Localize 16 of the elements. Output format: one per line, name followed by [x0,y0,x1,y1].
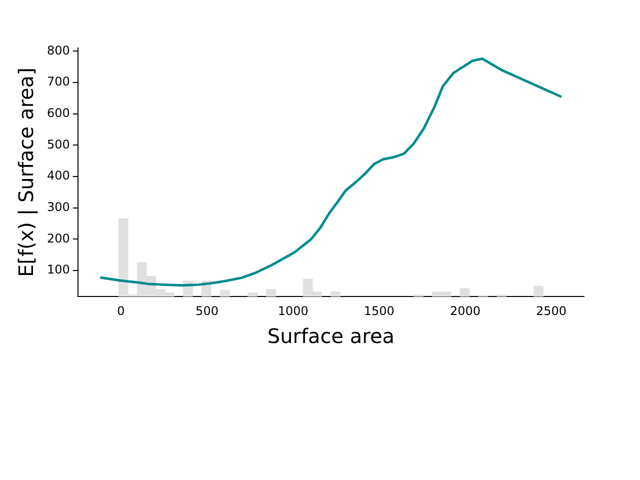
y-tick-label: 400 [47,168,70,183]
y-tick-label: 500 [47,137,70,152]
y-tick-label: 200 [47,231,70,246]
y-tick-label: 300 [47,200,70,214]
x-tick-label: 1500 [364,304,394,318]
x-tick-label: 500 [196,304,218,318]
x-tick-label: 2000 [450,304,480,318]
x-tick-label: 0 [117,304,125,318]
y-axis-title: E[f(x) | Surface area] [14,68,38,277]
y-tick-label: 600 [47,106,70,120]
y-tick-label: 700 [47,74,70,89]
x-axis-title: Surface area [267,324,395,348]
y-tick-label: 800 [47,43,70,58]
x-tick-label: 1000 [278,304,308,318]
y-tick-label: 100 [47,262,70,277]
x-tick-label: 2500 [536,304,567,318]
